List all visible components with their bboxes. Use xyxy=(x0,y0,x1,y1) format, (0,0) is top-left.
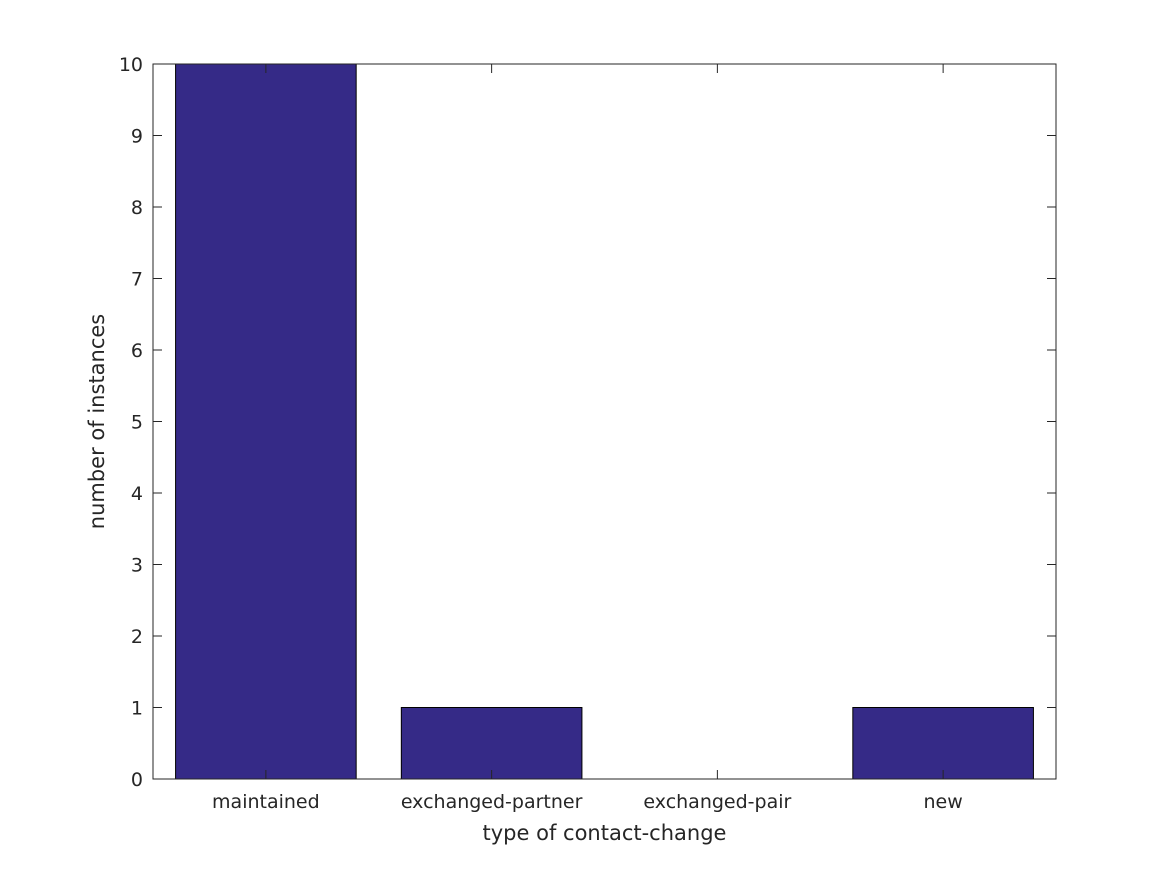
x-axis-label: type of contact-change xyxy=(483,821,727,845)
y-tick-label: 1 xyxy=(131,698,143,720)
y-tick-label: 3 xyxy=(131,555,143,577)
y-tick-label: 8 xyxy=(131,197,143,219)
y-tick-label: 6 xyxy=(131,340,143,362)
y-tick-label: 2 xyxy=(131,626,143,648)
bar-new xyxy=(852,707,1034,780)
bar-maintained xyxy=(175,63,357,780)
y-tick-label: 10 xyxy=(119,54,143,76)
y-axis-label: number of instances xyxy=(85,314,109,529)
y-tick-label: 4 xyxy=(131,483,143,505)
x-tick-label: exchanged-partner xyxy=(401,791,583,813)
x-tick-label: exchanged-pair xyxy=(643,791,791,813)
y-tick-label: 0 xyxy=(131,769,143,791)
y-tick-label: 5 xyxy=(131,412,143,434)
x-tick-labels: maintained exchanged-partner exchanged-pai… xyxy=(212,791,963,813)
x-tick-label: maintained xyxy=(212,791,320,813)
y-tick-label: 9 xyxy=(131,126,143,148)
bars xyxy=(175,63,1034,780)
bar-exchanged-partner xyxy=(400,707,583,780)
axis-ticks xyxy=(153,63,1056,780)
y-tick-label: 7 xyxy=(131,269,143,291)
y-tick-labels: 0 1 2 3 4 5 6 7 8 9 10 xyxy=(119,54,143,791)
x-tick-label: new xyxy=(923,791,962,813)
